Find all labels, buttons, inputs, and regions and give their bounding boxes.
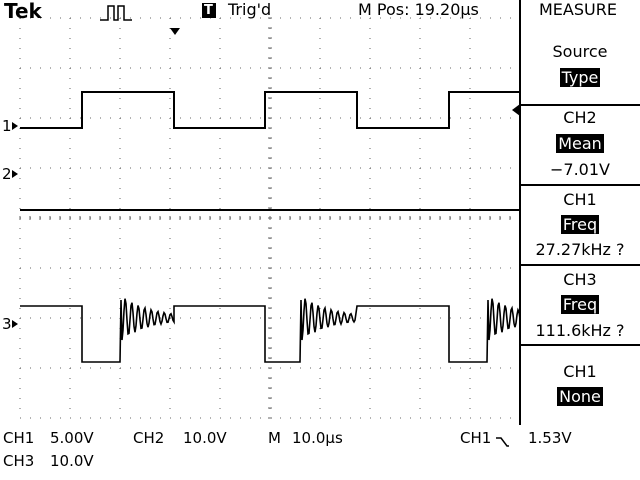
horizontal-position: M Pos: 19.20µs [358, 0, 479, 19]
menu-label: Source [552, 42, 608, 61]
brand: Tek [4, 0, 42, 23]
menu-label: CH3 [563, 270, 597, 289]
menu-selected[interactable]: Freq [560, 215, 600, 234]
ch3-marker-arrow [12, 320, 18, 328]
ch2-marker-arrow [12, 170, 18, 178]
ch1-marker-arrow [12, 122, 18, 130]
menu-reading: −7.01V [550, 160, 610, 179]
menu-reading: 111.6kHz ? [535, 321, 625, 340]
status-label: CH3 [3, 452, 35, 470]
channel-marker: 1 [2, 117, 12, 135]
status-value: 1.53V [528, 429, 572, 447]
acquire-icon [100, 5, 132, 21]
channel-marker: 2 [2, 165, 12, 183]
menu-separators [520, 104, 640, 346]
status-value: 10.0V [50, 452, 94, 470]
menu-label: CH2 [563, 108, 597, 127]
ch1-waveform [20, 91, 520, 129]
channel-marker: 3 [2, 315, 12, 333]
menu-option[interactable]: None [520, 387, 640, 407]
menu-title: MEASURE [539, 0, 617, 19]
trigger-position-marker [170, 28, 180, 35]
status-label: CH2 [133, 429, 165, 447]
menu-label: CH1 [563, 190, 597, 209]
menu-option[interactable]: Freq [520, 215, 640, 235]
falling-edge-icon [496, 437, 509, 447]
status-value: 10.0V [183, 429, 227, 447]
menu-reading: 27.27kHz ? [535, 240, 625, 259]
menu-selected[interactable]: Mean [556, 134, 604, 153]
menu-label: CH1 [563, 362, 597, 381]
status-label: CH1 [3, 429, 35, 447]
trigger-icon: T [204, 3, 213, 18]
menu-option[interactable]: Mean [520, 134, 640, 154]
trigger-status: Trig'd [228, 0, 272, 19]
menu-selected[interactable]: Type [559, 68, 601, 87]
status-label: CH1 [460, 429, 492, 447]
status-label: M [268, 429, 281, 447]
status-value: 10.0µs [292, 429, 343, 447]
trigger-level-marker [512, 104, 520, 116]
menu-option[interactable]: Freq [520, 295, 640, 315]
ch3-waveform [20, 298, 521, 363]
menu-selected[interactable]: Freq [560, 295, 600, 314]
trigger-icon-box [202, 3, 216, 18]
menu-option[interactable]: Type [520, 68, 640, 88]
menu-selected[interactable]: None [557, 387, 603, 406]
status-value: 5.00V [50, 429, 94, 447]
